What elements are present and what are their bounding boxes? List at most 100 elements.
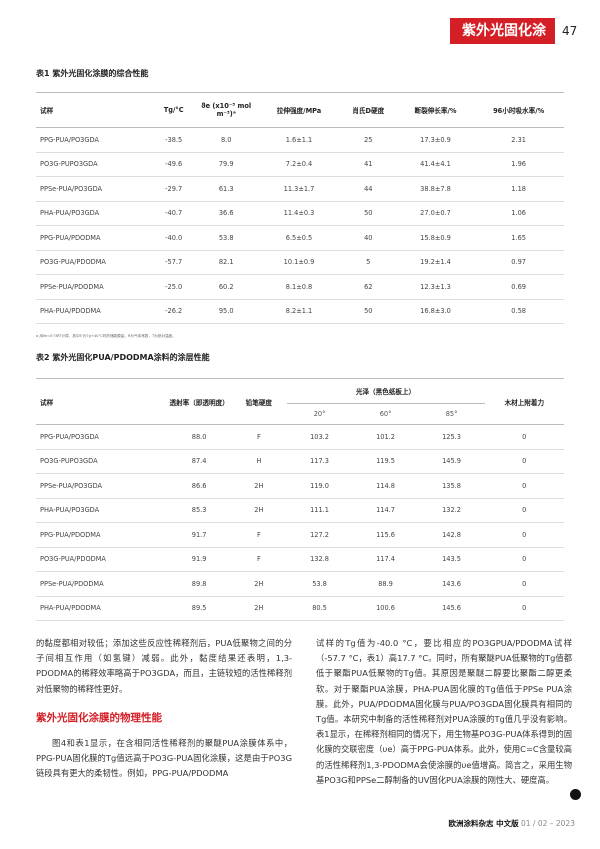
table-cell: 143.6 xyxy=(418,571,485,597)
table-cell: 2H xyxy=(231,473,287,499)
text-column: 试样的Tg值为-40.0 °C，要比相应的PO3GPUA/PDODMA试样（-5… xyxy=(316,636,572,788)
header-cell: 铅笔硬度 xyxy=(231,378,287,425)
table-cell: PHA-PUA/PO3GDA xyxy=(36,498,168,523)
next-arrow-icon xyxy=(570,789,581,800)
table-cell: PPG-PUA/PDODMA xyxy=(36,225,155,251)
header-cell: 试样 xyxy=(36,92,155,128)
table-row: PPG-PUA/PO3GDA 88.0 F 103.2 101.2 125.3 0 xyxy=(36,424,564,450)
table-cell: 0.58 xyxy=(473,299,564,324)
table-row: PPSe-PUA/PO3GDA -29.7 61.3 11.3±1.7 44 38.8±7… xyxy=(36,176,564,202)
table-cell: 61.3 xyxy=(193,176,260,202)
header-cell: 96小时吸水率/% xyxy=(473,92,564,128)
table-cell: PHA-PUA/PDODMA xyxy=(36,299,155,324)
subheader-cell: 85° xyxy=(418,403,485,425)
table-cell: 80.5 xyxy=(286,596,353,621)
table-cell: 91.9 xyxy=(167,547,232,572)
table-cell: 117.3 xyxy=(286,449,353,474)
table-cell: 85.3 xyxy=(167,498,232,523)
table-cell: PPSe-PUA/PO3GDA xyxy=(36,473,168,499)
table-cell: 15.8±0.9 xyxy=(397,225,474,251)
table-cell: 2H xyxy=(231,571,287,597)
table: 试样 Tg/°C ϑe (x10⁻³ mol m⁻³)ᵃ 拉伸强度/MPa 肖氏D硬度断… xyxy=(36,92,564,324)
table-cell: 89.5 xyxy=(167,596,232,621)
table-cell: 53.8 xyxy=(193,225,260,251)
table-cell: 0.69 xyxy=(473,274,564,300)
table-footnote: a 用ϑe=E'/3RT计算，其中E'为Tg+40°C时的储能模量，R为气体常数… xyxy=(36,334,176,338)
table-cell: 0 xyxy=(484,449,564,474)
table-cell: 119.5 xyxy=(352,449,419,474)
table-cell: -57.7 xyxy=(154,250,194,275)
table-cell: 87.4 xyxy=(167,449,232,474)
text-column: 的黏度都相对较低；添加这些反应性稀释剂后，PUA低聚物之间的分子间相互作用（如氢… xyxy=(36,636,292,782)
table-head: 试样 透射率（即透明度） 铅笔硬度 光泽（黑色纸板上） 木材上附着力 20° 60° 85° xyxy=(36,378,564,425)
table-cell: 44 xyxy=(338,176,398,202)
table-cell: PO3G-PUA/PDODMA xyxy=(36,547,168,572)
table-cell: 115.6 xyxy=(352,522,419,548)
header-row: 试样 透射率（即透明度） 铅笔硬度 光泽（黑色纸板上） 木材上附着力 xyxy=(36,378,564,425)
table-cell: 91.7 xyxy=(167,522,232,548)
table-cell: 127.2 xyxy=(286,522,353,548)
header-cell: Tg/°C xyxy=(154,92,194,128)
table-cell: 6.5±0.5 xyxy=(259,225,339,251)
table-cell: -38.5 xyxy=(154,127,194,153)
table-cell: 132.2 xyxy=(418,498,485,523)
table-cell: 60.2 xyxy=(193,274,260,300)
table-row: PHA-PUA/PDODMA -26.2 95.0 8.2±1.1 50 16.8±3.0… xyxy=(36,299,564,324)
table-cell: 125.3 xyxy=(418,424,485,450)
table-cell: 1.6±1.1 xyxy=(259,127,339,153)
table-body: PPG-PUA/PO3GDA 88.0 F 103.2 101.2 125.3 0 PO3G-… xyxy=(36,424,564,621)
header-row: 试样 Tg/°C ϑe (x10⁻³ mol m⁻³)ᵃ 拉伸强度/MPa 肖氏D硬度断… xyxy=(36,92,564,128)
paragraph: 试样的Tg值为-40.0 °C，要比相应的PO3GPUA/PDODMA试样（-5… xyxy=(316,638,572,785)
table-cell: 119.0 xyxy=(286,473,353,499)
table-row: PHA-PUA/PDODMA 89.5 2H 80.5 100.6 145.6 0 xyxy=(36,596,564,621)
table-cell: 5 xyxy=(338,250,398,275)
table-cell: 38.8±7.8 xyxy=(397,176,474,202)
table-cell: 135.8 xyxy=(418,473,485,499)
header-row: 20° 60° 85° xyxy=(36,403,564,425)
table-cell: 0 xyxy=(484,571,564,597)
table-cell: 8.2±1.1 xyxy=(259,299,339,324)
table-cell: 2H xyxy=(231,596,287,621)
issue: 01 / 02 – 2023 xyxy=(521,819,575,828)
table-cell: F xyxy=(231,424,287,450)
table-cell: -26.2 xyxy=(154,299,194,324)
table-cell: 101.2 xyxy=(352,424,419,450)
table-row: PPSe-PUA/PO3GDA 86.6 2H 119.0 114.8 135.8 0 xyxy=(36,473,564,499)
table-cell: H xyxy=(231,449,287,474)
header-cell: 透射率（即透明度） xyxy=(167,378,232,425)
table-row: PO3G-PUPO3GDA 87.4 H 117.3 119.5 145.9 0 xyxy=(36,449,564,474)
subheader-cell: 20° xyxy=(286,403,353,425)
table-cell: 62 xyxy=(338,274,398,300)
table-cell: 82.1 xyxy=(193,250,260,275)
table-cell: 27.0±0.7 xyxy=(397,201,474,226)
header-cell: ϑe (x10⁻³ mol m⁻³)ᵃ xyxy=(193,92,260,128)
table-cell: PPSe-PUA/PDODMA xyxy=(36,571,168,597)
table-title: 表1 紫外光固化涂膜的综合性能 xyxy=(36,69,149,78)
table-cell: 1.18 xyxy=(473,176,564,202)
header-cell: 断裂伸长率/% xyxy=(397,92,474,128)
table-cell: 79.9 xyxy=(193,152,260,177)
table-cell: 0 xyxy=(484,522,564,548)
table-cell: PPSe-PUA/PO3GDA xyxy=(36,176,155,202)
header-cell: 木材上附着力 xyxy=(484,378,564,425)
table-cell: -25.0 xyxy=(154,274,194,300)
table-row: PPSe-PUA/PDODMA -25.0 60.2 8.1±0.8 62 12.3±1.… xyxy=(36,274,564,300)
table-cell: -40.0 xyxy=(154,225,194,251)
paragraph: 的黏度都相对较低；添加这些反应性稀释剂后，PUA低聚物之间的分子间相互作用（如氢… xyxy=(36,638,292,694)
table-cell: 86.6 xyxy=(167,473,232,499)
table-cell: PPSe-PUA/PDODMA xyxy=(36,274,155,300)
header-cell: 拉伸强度/MPa xyxy=(259,92,339,128)
table-cell: 0 xyxy=(484,498,564,523)
table-cell: 1.96 xyxy=(473,152,564,177)
table-cell: 8.1±0.8 xyxy=(259,274,339,300)
table-row: PPG-PUA/PDODMA 91.7 F 127.2 115.6 142.8 0 xyxy=(36,522,564,548)
table-cell: 50 xyxy=(338,201,398,226)
header-bar: 紫外光固化涂料 xyxy=(450,18,555,65)
table-cell: 0.97 xyxy=(473,250,564,275)
table-cell: -49.6 xyxy=(154,152,194,177)
table-cell: 0 xyxy=(484,547,564,572)
table-cell: 7.2±0.4 xyxy=(259,152,339,177)
journal-name: 欧洲涂料杂志 中文版 xyxy=(448,819,519,828)
table-row: PO3G-PUA/PDODMA 91.9 F 132.8 117.4 143.5 0 xyxy=(36,547,564,572)
table-cell: 1.65 xyxy=(473,225,564,251)
